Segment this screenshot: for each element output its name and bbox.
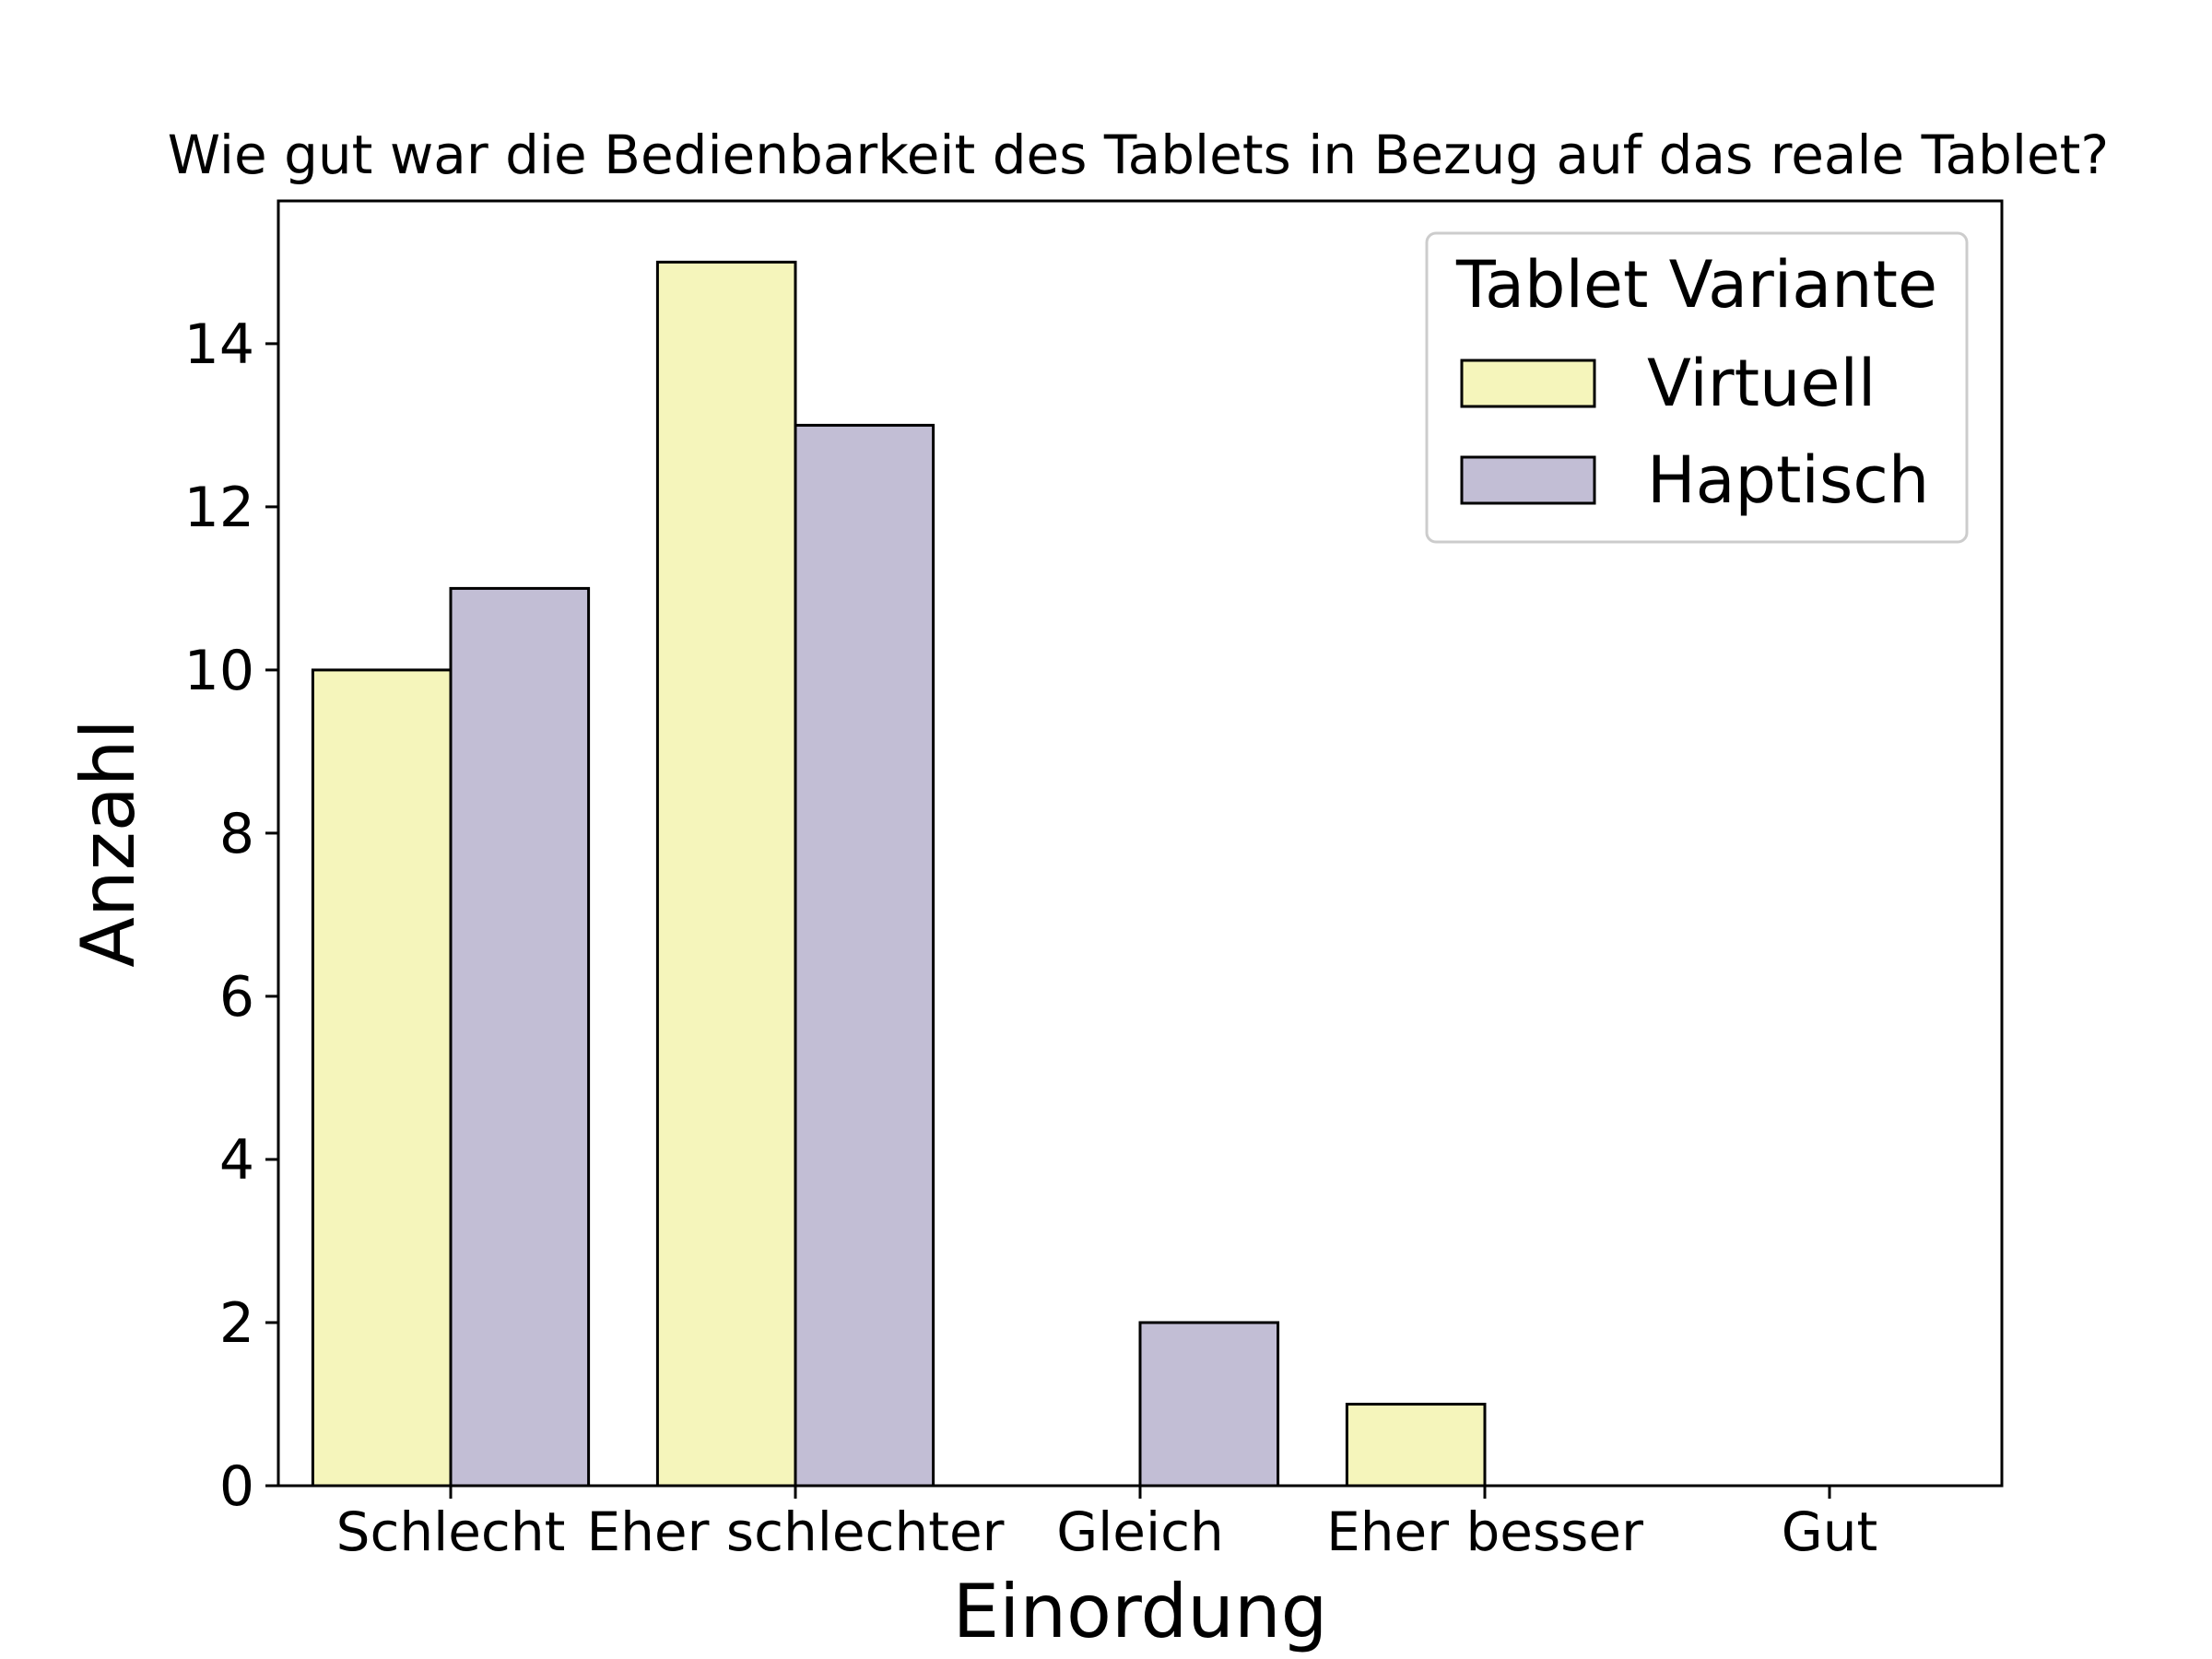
x-tick-label: Eher besser [1326, 1500, 1643, 1563]
bar-virtuell-1 [655, 260, 797, 1488]
x-tick-label: Schlecht [336, 1500, 566, 1563]
y-tick-label: 8 [219, 802, 254, 866]
x-tick-label: Eher schlechter [587, 1500, 1005, 1563]
x-axis-label: Einordung [953, 1569, 1328, 1654]
y-tick-label: 4 [219, 1128, 254, 1193]
legend-swatch-haptisch [1460, 455, 1596, 505]
chart-title: Wie gut war die Bedienbarkeit des Tablet… [168, 124, 2109, 186]
legend-label-virtuell: Virtuell [1647, 346, 1876, 421]
y-tick-label: 12 [184, 476, 254, 540]
y-tick-label: 2 [219, 1291, 254, 1356]
bar-haptisch-1 [794, 423, 935, 1488]
y-tick-label: 14 [184, 312, 254, 377]
y-tick-label: 10 [184, 639, 254, 703]
x-tick-label: Gut [1782, 1500, 1877, 1563]
legend-swatch-virtuell [1460, 359, 1596, 408]
y-axis: 0 2 4 6 8 10 12 14 [184, 312, 278, 1519]
legend-title: Tablet Variante [1455, 247, 1937, 323]
y-axis-label: Anzahl [65, 719, 151, 967]
bar-haptisch-2 [1138, 1321, 1280, 1488]
bar-virtuell-0 [311, 668, 453, 1488]
legend: Tablet Variante Virtuell Haptisch [1425, 231, 1969, 544]
x-axis: Schlecht Eher schlechter Gleich Eher besser… [336, 1486, 1877, 1563]
y-tick-label: 6 [219, 965, 254, 1030]
legend-label-haptisch: Haptisch [1647, 442, 1929, 518]
y-tick-label: 0 [219, 1454, 254, 1519]
bars-group [311, 260, 1487, 1488]
bar-virtuell-3 [1345, 1402, 1487, 1488]
x-tick-label: Gleich [1056, 1500, 1224, 1563]
bar-haptisch-0 [449, 586, 591, 1488]
